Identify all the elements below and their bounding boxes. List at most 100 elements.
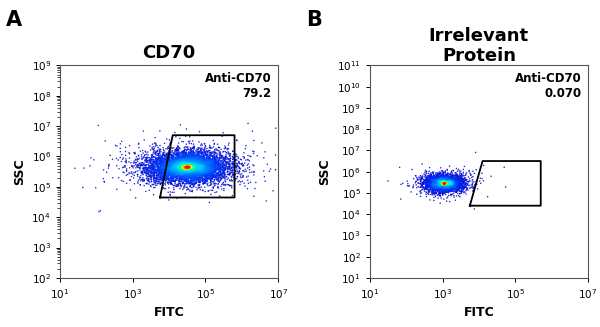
Point xyxy=(161,162,171,167)
Point xyxy=(136,164,145,170)
Point xyxy=(184,150,194,155)
Point xyxy=(199,177,209,182)
Point xyxy=(441,180,451,185)
Point xyxy=(161,178,171,183)
Point xyxy=(190,159,200,164)
Point xyxy=(207,164,217,169)
Point xyxy=(142,156,152,162)
Point xyxy=(158,161,167,166)
Point xyxy=(448,181,458,187)
Point xyxy=(150,161,160,166)
Point xyxy=(419,174,429,180)
Point xyxy=(259,168,269,174)
Point xyxy=(217,161,227,166)
Point xyxy=(196,158,205,163)
Point xyxy=(196,175,206,181)
Point xyxy=(450,178,460,183)
Point xyxy=(164,149,174,154)
Point xyxy=(433,180,443,185)
Point xyxy=(464,179,474,184)
Point xyxy=(457,175,467,181)
Point xyxy=(431,177,441,182)
Point xyxy=(86,155,96,161)
Point xyxy=(152,165,162,170)
Point xyxy=(149,159,159,164)
Point xyxy=(174,156,184,162)
Point xyxy=(432,179,442,184)
Point xyxy=(166,164,175,169)
Point xyxy=(178,165,188,170)
Point xyxy=(452,186,461,192)
Point xyxy=(157,168,166,174)
Point xyxy=(178,179,188,184)
Point xyxy=(188,183,198,188)
Point xyxy=(184,179,193,184)
Point xyxy=(442,188,451,194)
Point xyxy=(440,178,449,183)
Point xyxy=(448,182,457,187)
Point xyxy=(212,173,222,178)
Point xyxy=(430,182,440,187)
Point xyxy=(163,167,172,172)
Point xyxy=(427,180,436,185)
Point xyxy=(178,170,187,175)
Point xyxy=(202,149,212,154)
Point xyxy=(445,179,455,184)
Point xyxy=(451,177,460,182)
Point xyxy=(187,148,197,153)
Point xyxy=(172,152,181,157)
Point xyxy=(186,163,196,168)
Point xyxy=(193,163,202,168)
Point xyxy=(437,181,446,186)
Point xyxy=(448,179,458,184)
Point xyxy=(194,160,204,165)
Point xyxy=(166,171,176,176)
Point xyxy=(191,179,200,184)
Point xyxy=(148,165,157,171)
Point xyxy=(442,183,452,188)
Point xyxy=(184,168,193,174)
Point xyxy=(439,182,448,187)
Point xyxy=(152,159,162,164)
Point xyxy=(163,171,172,177)
Point xyxy=(134,163,143,168)
Point xyxy=(187,160,197,165)
Text: A: A xyxy=(6,10,22,30)
Point xyxy=(215,169,224,174)
Point xyxy=(448,181,458,186)
Point xyxy=(460,176,470,181)
Point xyxy=(211,165,221,171)
Point xyxy=(445,183,454,188)
Point xyxy=(158,166,168,171)
Point xyxy=(438,180,448,185)
Point xyxy=(206,162,216,167)
Point xyxy=(209,163,218,168)
Point xyxy=(181,164,190,169)
Point xyxy=(180,147,190,152)
Point xyxy=(208,168,217,173)
Point xyxy=(443,179,452,184)
Point xyxy=(153,148,163,153)
Point xyxy=(230,177,239,182)
Point xyxy=(173,173,182,178)
Point xyxy=(155,177,165,182)
Point xyxy=(449,181,459,187)
Point xyxy=(188,175,197,181)
Point xyxy=(193,161,203,166)
Point xyxy=(203,166,212,172)
Point xyxy=(182,165,191,170)
Point xyxy=(180,156,190,162)
Point xyxy=(182,159,191,164)
Point xyxy=(198,160,208,165)
Point xyxy=(181,156,191,161)
Point xyxy=(436,173,445,179)
Point xyxy=(448,183,458,188)
Point xyxy=(442,175,451,181)
Point xyxy=(439,182,448,187)
Point xyxy=(443,175,453,180)
Point xyxy=(193,157,203,162)
Point xyxy=(182,167,192,172)
Point xyxy=(181,173,190,178)
Point xyxy=(189,177,199,182)
Point xyxy=(462,177,472,182)
